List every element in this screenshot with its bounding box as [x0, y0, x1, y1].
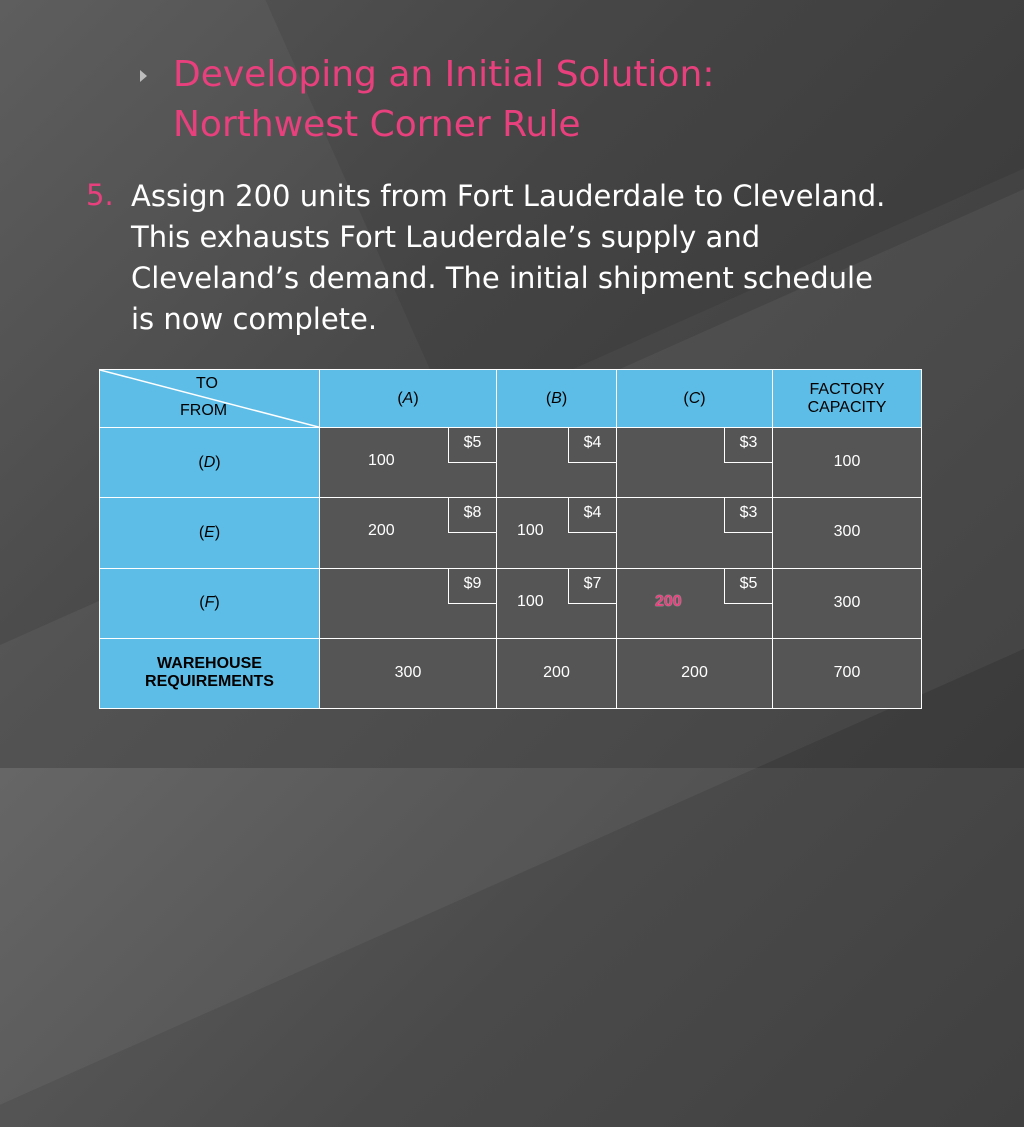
cell-d-a: 100 $5	[319, 427, 497, 499]
column-header-b: (B)	[496, 368, 617, 429]
allocation: 100	[517, 592, 544, 610]
table-row: (D) 100 $5 $4 $3 100	[99, 427, 922, 499]
cost-box: $3	[724, 498, 772, 534]
table-header-row: TO FROM (A) (B) (C) FACTORY CAPACITY	[99, 368, 922, 429]
list-item-text: Assign 200 units from Fort Lauderdale to…	[131, 179, 886, 336]
title-line-2: Northwest Corner Rule	[173, 104, 581, 145]
title-line-1: Developing an Initial Solution:	[173, 54, 715, 95]
cost-box: $7	[568, 568, 616, 604]
cost-box: $4	[568, 498, 616, 534]
column-header-a: (A)	[319, 368, 497, 429]
factory-capacity-header: FACTORY CAPACITY	[772, 368, 922, 429]
allocation: 200	[368, 522, 395, 540]
capacity-f: 300	[772, 567, 922, 639]
capacity-e: 300	[772, 497, 922, 569]
from-label: FROM	[180, 402, 228, 419]
row-label-e: (E)	[99, 497, 320, 569]
total-requirement: 700	[772, 637, 922, 710]
cell-f-b: 100 $7	[496, 567, 617, 639]
cell-f-a: $9	[319, 567, 497, 639]
table-footer-row: WAREHOUSE REQUIREMENTS 300 200 200 700	[99, 637, 922, 710]
table-row: (E) 200 $8 100 $4 $3 300	[99, 497, 922, 569]
allocation: 100	[368, 452, 395, 470]
highlighted-allocation: 200	[655, 592, 682, 610]
cell-d-c: $3	[616, 427, 773, 499]
allocation: 100	[517, 522, 544, 540]
cell-e-c: $3	[616, 497, 773, 569]
cost-box: $5	[724, 568, 772, 604]
warehouse-requirements-label: WAREHOUSE REQUIREMENTS	[99, 637, 320, 710]
column-header-c: (C)	[616, 368, 773, 429]
slide-title: Developing an Initial Solution: Northwes…	[173, 50, 973, 150]
row-label-f: (F)	[99, 567, 320, 639]
list-item-number: 5.	[86, 178, 114, 212]
cost-box: $4	[568, 428, 616, 464]
requirement-c: 200	[616, 637, 773, 710]
cost-box: $8	[448, 498, 496, 534]
capacity-d: 100	[772, 427, 922, 499]
cost-box: $9	[448, 568, 496, 604]
cost-box: $5	[448, 428, 496, 464]
diagonal-line-icon	[100, 370, 319, 428]
to-label: TO	[196, 375, 218, 392]
requirement-a: 300	[319, 637, 497, 710]
table-row: (F) $9 100 $7 200 $5 300	[99, 567, 922, 639]
cell-f-c: 200 $5	[616, 567, 773, 639]
requirement-b: 200	[496, 637, 617, 710]
to-from-cell: TO FROM	[99, 368, 320, 429]
title-arrow-icon	[140, 70, 147, 82]
row-label-d: (D)	[99, 427, 320, 499]
transportation-table: TO FROM (A) (B) (C) FACTORY CAPACITY (D) …	[99, 368, 922, 710]
cell-e-a: 200 $8	[319, 497, 497, 569]
cell-e-b: 100 $4	[496, 497, 617, 569]
cost-box: $3	[724, 428, 772, 464]
cell-d-b: $4	[496, 427, 617, 499]
